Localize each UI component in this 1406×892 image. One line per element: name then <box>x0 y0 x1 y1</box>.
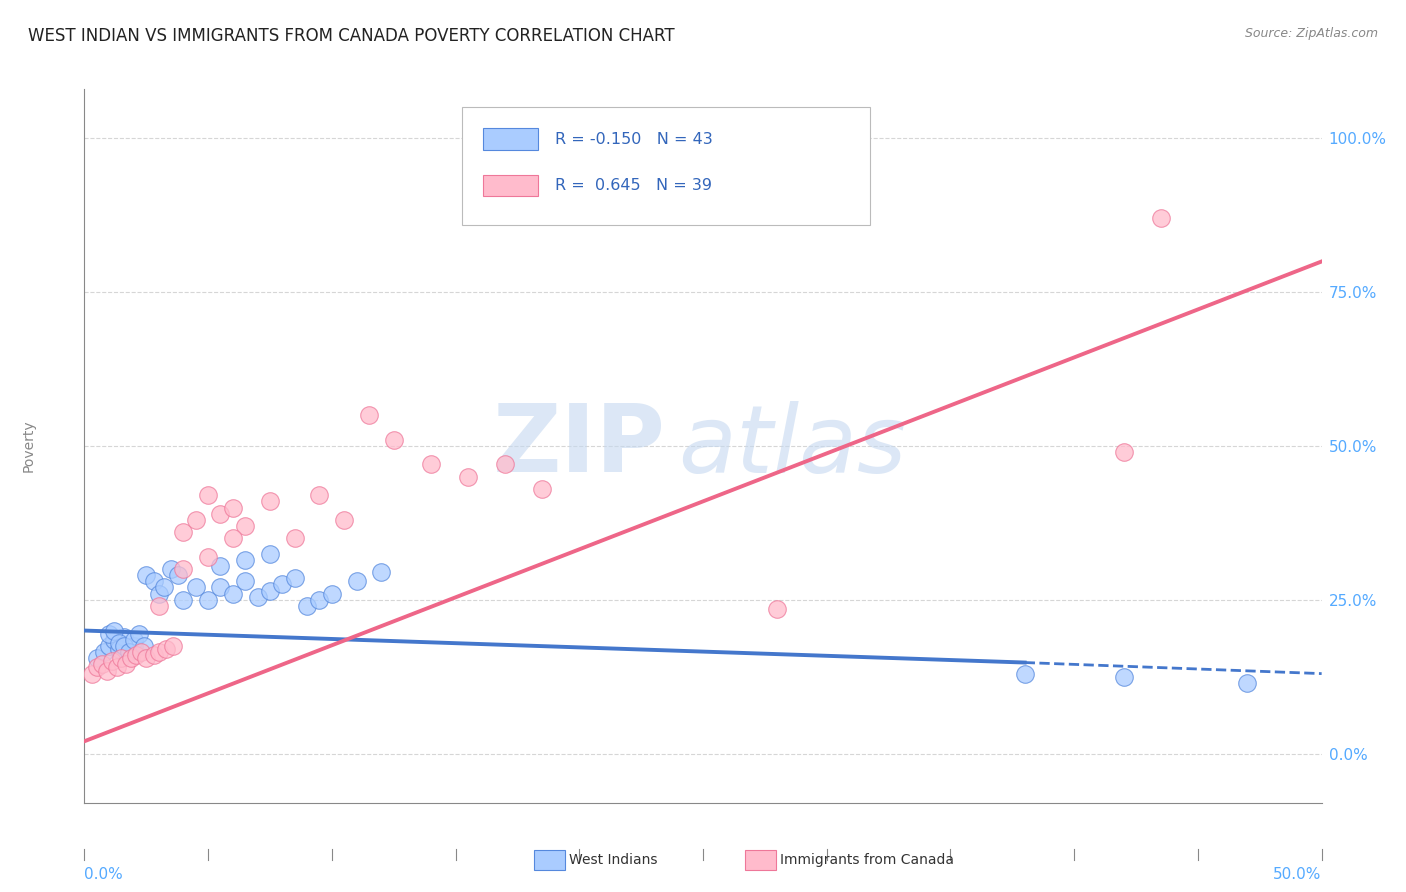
Point <box>419 458 441 472</box>
Point <box>197 549 219 564</box>
Point <box>86 660 108 674</box>
Point <box>222 587 245 601</box>
Point <box>160 562 183 576</box>
Point <box>295 599 318 613</box>
Point <box>308 592 330 607</box>
Point <box>233 574 256 589</box>
Point <box>197 488 219 502</box>
Point <box>1112 670 1135 684</box>
Text: atlas: atlas <box>678 401 907 491</box>
Point <box>1112 445 1135 459</box>
Point <box>531 482 554 496</box>
Point <box>172 592 194 607</box>
Point <box>284 531 307 545</box>
Point <box>98 639 121 653</box>
Point <box>129 645 152 659</box>
Point <box>142 574 165 589</box>
Point <box>115 657 138 672</box>
Point <box>120 651 142 665</box>
Point <box>259 547 281 561</box>
Point <box>457 469 479 483</box>
Point <box>108 636 131 650</box>
Point <box>346 574 368 589</box>
Point <box>112 639 135 653</box>
Text: Source: ZipAtlas.com: Source: ZipAtlas.com <box>1244 27 1378 40</box>
Point <box>246 590 269 604</box>
Point <box>96 664 118 678</box>
Bar <box>482 175 538 196</box>
Point <box>222 500 245 515</box>
Text: West Indians: West Indians <box>569 853 658 867</box>
Point <box>167 568 190 582</box>
Point <box>494 458 516 472</box>
Point <box>80 666 103 681</box>
Point <box>233 519 256 533</box>
Point <box>122 639 145 653</box>
Point <box>118 645 141 659</box>
Point <box>112 630 135 644</box>
Point <box>152 581 174 595</box>
Point <box>125 648 148 662</box>
Point <box>86 651 108 665</box>
Point <box>370 565 392 579</box>
Text: 50.0%: 50.0% <box>1274 867 1322 882</box>
Point <box>155 642 177 657</box>
Point <box>333 513 356 527</box>
Text: Poverty: Poverty <box>21 420 35 472</box>
Point <box>1236 676 1258 690</box>
Point <box>184 581 207 595</box>
Point <box>135 568 157 582</box>
Point <box>357 409 380 423</box>
Point <box>162 639 184 653</box>
Point <box>197 592 219 607</box>
Point <box>128 626 150 640</box>
Point <box>122 632 145 647</box>
Point <box>1150 211 1173 226</box>
Point <box>135 651 157 665</box>
Point <box>382 433 405 447</box>
Point <box>209 558 232 573</box>
Bar <box>482 128 538 150</box>
Point <box>100 654 122 668</box>
Text: 0.0%: 0.0% <box>84 867 124 882</box>
Text: ZIP: ZIP <box>494 400 666 492</box>
Point <box>284 571 307 585</box>
Point <box>148 645 170 659</box>
Point <box>766 602 789 616</box>
Point <box>172 562 194 576</box>
Point <box>110 651 132 665</box>
Point <box>98 626 121 640</box>
Point <box>233 553 256 567</box>
Point <box>1014 666 1036 681</box>
Point <box>321 587 343 601</box>
Text: Immigrants from Canada: Immigrants from Canada <box>780 853 955 867</box>
Point <box>148 587 170 601</box>
Point <box>148 599 170 613</box>
Point <box>271 577 294 591</box>
Point <box>108 642 131 657</box>
Text: R =  0.645   N = 39: R = 0.645 N = 39 <box>554 178 711 193</box>
Point <box>142 648 165 662</box>
Point <box>184 513 207 527</box>
Point <box>103 624 125 638</box>
Point <box>105 660 128 674</box>
Point <box>90 657 112 672</box>
Point <box>209 581 232 595</box>
Point <box>259 583 281 598</box>
Point <box>132 639 155 653</box>
Text: R = -0.150   N = 43: R = -0.150 N = 43 <box>554 132 713 146</box>
Point <box>93 645 115 659</box>
Point <box>259 494 281 508</box>
Point <box>308 488 330 502</box>
Point <box>172 525 194 540</box>
Text: WEST INDIAN VS IMMIGRANTS FROM CANADA POVERTY CORRELATION CHART: WEST INDIAN VS IMMIGRANTS FROM CANADA PO… <box>28 27 675 45</box>
FancyBboxPatch shape <box>461 107 870 225</box>
Point <box>118 645 141 659</box>
Point <box>103 632 125 647</box>
Point <box>222 531 245 545</box>
Point <box>209 507 232 521</box>
